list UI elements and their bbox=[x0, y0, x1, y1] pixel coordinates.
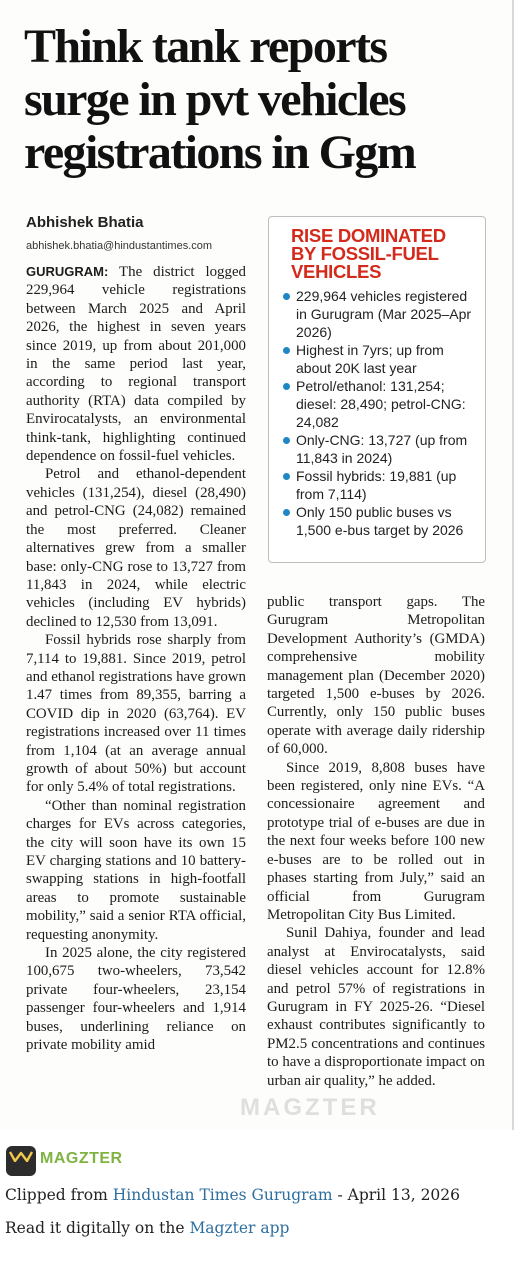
bullet-icon bbox=[283, 383, 290, 390]
magzter-logo-icon[interactable] bbox=[6, 1146, 36, 1176]
fact-item: Fossil hybrids: 19,881 (up from 7,114) bbox=[283, 467, 477, 503]
article-column-1: GURUGRAM: The district logged 229,964 ve… bbox=[26, 263, 246, 1054]
headline-line: surge in pvt vehicles bbox=[24, 73, 407, 126]
bullet-icon bbox=[283, 509, 290, 516]
bullet-icon bbox=[283, 347, 290, 354]
headline-line: Think tank reports bbox=[24, 20, 388, 73]
article-paragraph: Fossil hybrids rose sharply from 7,114 t… bbox=[26, 632, 246, 796]
article-paragraph: Since 2019, 8,808 buses have been regist… bbox=[267, 759, 485, 923]
headline-line: registrations in Ggm bbox=[24, 126, 417, 179]
article-column-2: public transport gaps. The Gurugram Metr… bbox=[267, 593, 485, 1090]
article-paragraph: Petrol and ethanol-dependent vehicles (1… bbox=[26, 466, 246, 630]
fact-item: Only 150 public buses vs 1,500 e-bus tar… bbox=[283, 503, 477, 539]
bullet-icon bbox=[283, 473, 290, 480]
fact-item: Petrol/ethanol: 131,254; diesel: 28,490;… bbox=[283, 377, 477, 431]
bullet-icon bbox=[283, 437, 290, 444]
w-mark-icon bbox=[9, 1151, 33, 1162]
dateline: GURUGRAM: bbox=[26, 264, 109, 279]
watermark: MAGZTER bbox=[240, 1094, 380, 1121]
newspaper-clipping: Think tank reports surge in pvt vehicles… bbox=[24, 0, 514, 1130]
fact-box-title: RISE DOMINATED BY FOSSIL-FUEL VEHICLES bbox=[291, 225, 446, 282]
author-name: Abhishek Bhatia bbox=[26, 214, 144, 231]
article-paragraph: “Other than nominal registration charges… bbox=[26, 797, 246, 943]
fact-item: Highest in 7yrs; up from about 20K last … bbox=[283, 341, 477, 377]
headline: Think tank reports surge in pvt vehicles… bbox=[24, 20, 504, 179]
clip-footer bbox=[0, 1130, 516, 1280]
article-paragraph: public transport gaps. The Gurugram Metr… bbox=[267, 594, 485, 758]
article-paragraph: Sunil Dahiya, founder and lead analyst a… bbox=[267, 925, 485, 1089]
fact-box: RISE DOMINATED BY FOSSIL-FUEL VEHICLES 2… bbox=[268, 216, 486, 563]
bullet-icon bbox=[283, 293, 290, 300]
publication-link[interactable]: Hindustan Times Gurugram bbox=[112, 1186, 333, 1204]
clipped-from-line: Clipped from Hindustan Times Gurugram - … bbox=[5, 1186, 461, 1204]
fact-item: Only-CNG: 13,727 (up from 11,843 in 2024… bbox=[283, 431, 477, 467]
read-digitally-line: Read it digitally on the Magzter app bbox=[5, 1219, 290, 1237]
author-email: abhishek.bhatia@hindustantimes.com bbox=[26, 240, 213, 252]
fact-item: 229,964 vehicles registered in Gurugram … bbox=[283, 287, 477, 341]
magzter-app-link[interactable]: Magzter app bbox=[189, 1219, 290, 1237]
issue-date: April 13, 2026 bbox=[347, 1186, 461, 1204]
article-paragraph: GURUGRAM: The district logged 229,964 ve… bbox=[26, 264, 246, 465]
article-paragraph: In 2025 alone, the city registered 100,6… bbox=[26, 945, 246, 1054]
fact-list: 229,964 vehicles registered in Gurugram … bbox=[283, 287, 477, 539]
magzter-logo-text[interactable]: MAGZTER bbox=[40, 1150, 123, 1167]
